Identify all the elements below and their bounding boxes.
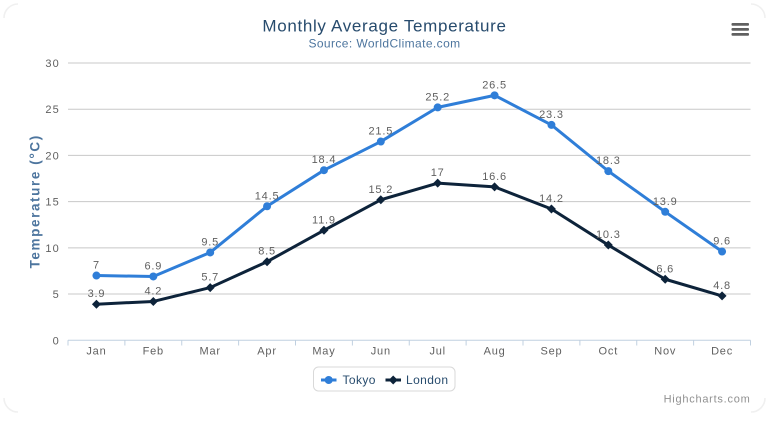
- svg-text:13.9: 13.9: [653, 196, 678, 208]
- svg-text:17: 17: [431, 167, 445, 179]
- svg-text:4.2: 4.2: [144, 285, 162, 297]
- svg-text:30: 30: [45, 58, 60, 70]
- svg-text:14.2: 14.2: [539, 193, 564, 205]
- svg-text:20: 20: [45, 150, 60, 162]
- svg-text:Source: WorldClimate.com: Source: WorldClimate.com: [308, 37, 460, 51]
- svg-text:25: 25: [45, 104, 60, 116]
- svg-text:11.9: 11.9: [312, 214, 336, 226]
- svg-text:Tokyo: Tokyo: [343, 373, 376, 387]
- svg-text:Aug: Aug: [484, 346, 506, 358]
- svg-text:6.6: 6.6: [656, 263, 674, 275]
- svg-text:8.5: 8.5: [258, 246, 276, 258]
- svg-text:26.5: 26.5: [482, 79, 507, 91]
- svg-text:15: 15: [45, 197, 60, 209]
- svg-text:Temperature (°C): Temperature (°C): [28, 134, 43, 268]
- svg-text:18.4: 18.4: [312, 154, 337, 166]
- svg-text:Dec: Dec: [711, 346, 733, 358]
- svg-text:6.9: 6.9: [144, 260, 162, 272]
- svg-text:Jun: Jun: [371, 346, 391, 358]
- svg-text:May: May: [312, 346, 335, 358]
- svg-text:7: 7: [93, 260, 100, 272]
- svg-text:4.8: 4.8: [713, 280, 731, 292]
- svg-text:14.5: 14.5: [255, 190, 280, 202]
- svg-text:0: 0: [53, 335, 60, 347]
- svg-text:Jan: Jan: [86, 346, 106, 358]
- svg-text:10.3: 10.3: [596, 229, 621, 241]
- svg-text:21.5: 21.5: [369, 126, 394, 138]
- svg-text:25.2: 25.2: [425, 91, 450, 103]
- svg-text:15.2: 15.2: [369, 184, 394, 196]
- svg-text:Mar: Mar: [200, 346, 221, 358]
- svg-text:Nov: Nov: [654, 346, 676, 358]
- svg-text:London: London: [406, 373, 448, 387]
- svg-text:Oct: Oct: [599, 346, 619, 358]
- svg-text:23.3: 23.3: [539, 109, 564, 121]
- svg-text:Monthly Average Temperature: Monthly Average Temperature: [262, 17, 506, 36]
- svg-text:10: 10: [45, 243, 60, 255]
- svg-text:3.9: 3.9: [88, 288, 106, 300]
- svg-text:5.7: 5.7: [201, 272, 219, 284]
- svg-text:Apr: Apr: [257, 346, 277, 358]
- svg-text:Jul: Jul: [429, 346, 445, 358]
- svg-text:9.5: 9.5: [201, 236, 219, 248]
- svg-text:Feb: Feb: [143, 346, 164, 358]
- svg-text:16.6: 16.6: [482, 171, 507, 183]
- svg-text:9.6: 9.6: [713, 236, 731, 248]
- svg-text:Sep: Sep: [540, 346, 562, 358]
- svg-text:Highcharts.com: Highcharts.com: [664, 394, 751, 406]
- svg-text:5: 5: [53, 289, 60, 301]
- svg-text:18.3: 18.3: [596, 155, 621, 167]
